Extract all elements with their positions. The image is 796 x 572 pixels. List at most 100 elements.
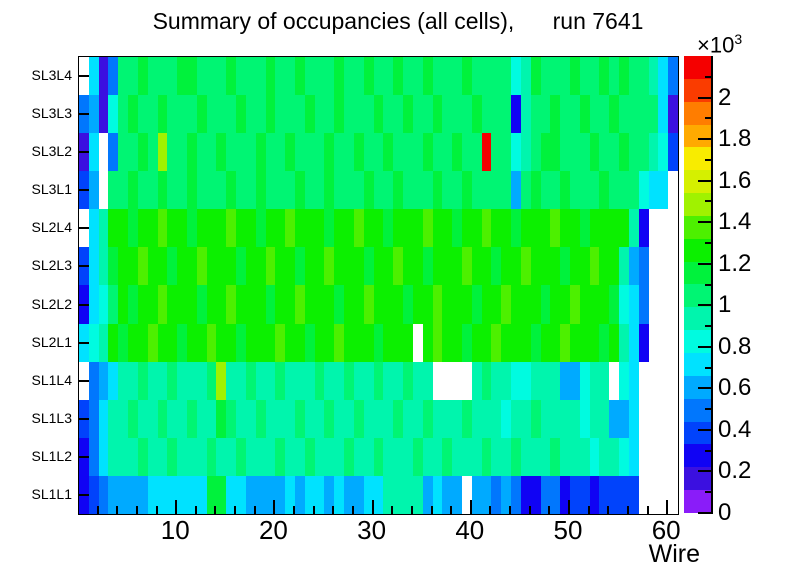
heatmap-cell — [314, 133, 325, 172]
y-tick — [79, 493, 89, 496]
heatmap-cell — [137, 437, 148, 476]
colorbar-minor-tick — [705, 449, 711, 452]
heatmap-cell — [383, 323, 394, 362]
heatmap-cell — [432, 399, 443, 438]
heatmap-cell — [167, 209, 178, 248]
y-tick-label: SL1L2 — [31, 447, 72, 464]
heatmap-cell — [658, 57, 669, 96]
heatmap-cell — [589, 57, 600, 96]
heatmap-cell — [196, 399, 207, 438]
heatmap-cell — [344, 285, 354, 324]
heatmap-cell — [118, 399, 129, 438]
heatmap-cell — [540, 437, 551, 476]
x-minor-tick — [332, 506, 335, 514]
heatmap-cell — [373, 323, 384, 362]
heatmap-cell — [245, 57, 256, 96]
heatmap-cell — [88, 133, 99, 172]
heatmap-cell — [324, 133, 335, 172]
heatmap-cell — [236, 361, 246, 400]
heatmap-cell — [579, 285, 590, 324]
heatmap-cell — [157, 133, 168, 172]
heatmap-cell — [658, 95, 669, 134]
heatmap-cell — [589, 361, 600, 400]
heatmap-cell — [177, 133, 188, 172]
colorbar-minor-tick — [705, 241, 711, 244]
heatmap-cell — [649, 438, 659, 476]
heatmap-cell — [540, 285, 551, 324]
heatmap-cell — [167, 361, 178, 400]
heatmap-cell — [334, 323, 345, 362]
heatmap-cell — [628, 361, 639, 400]
colorbar-tick-label: 1.6 — [718, 166, 752, 194]
x-minor-tick — [528, 506, 531, 514]
x-minor-tick — [391, 506, 394, 514]
heatmap-cell — [353, 133, 364, 172]
heatmap-cell — [589, 437, 600, 476]
heatmap-cell — [569, 247, 580, 286]
heatmap-cell — [196, 437, 207, 476]
colorbar-band — [684, 307, 711, 331]
heatmap-cell — [265, 133, 276, 172]
colorbar-band — [684, 284, 711, 308]
heatmap-cell — [649, 324, 659, 362]
heatmap-cell — [255, 209, 266, 248]
heatmap-cell — [304, 133, 315, 172]
heatmap-cell — [589, 171, 600, 210]
heatmap-cell — [609, 475, 620, 514]
heatmap-cell — [579, 247, 590, 286]
heatmap-cell — [569, 437, 580, 476]
heatmap-cell — [511, 247, 521, 286]
heatmap-cell — [442, 437, 453, 476]
heatmap-cell — [137, 323, 148, 362]
heatmap-cell — [265, 95, 276, 134]
heatmap-cell — [393, 95, 404, 134]
heatmap-cell — [118, 247, 129, 286]
heatmap-cell — [511, 95, 521, 134]
heatmap-cell — [422, 323, 433, 362]
heatmap-cell — [295, 247, 305, 286]
heatmap-cell — [520, 437, 531, 476]
heatmap-cell — [108, 209, 119, 248]
heatmap-cell — [275, 475, 286, 514]
heatmap-cell — [265, 323, 276, 362]
heatmap-cell — [245, 399, 256, 438]
x-major-tick — [469, 500, 472, 514]
heatmap-cell — [187, 57, 197, 96]
heatmap-cell — [432, 171, 443, 210]
heatmap-cell — [501, 171, 512, 210]
heatmap-cell — [520, 171, 531, 210]
colorbar-major-tick — [698, 470, 711, 473]
heatmap-cell — [314, 437, 325, 476]
heatmap-cell — [147, 171, 158, 210]
heatmap-cell — [569, 57, 580, 96]
heatmap-cell — [147, 285, 158, 324]
heatmap-cell — [422, 95, 433, 134]
heatmap-cell — [314, 361, 325, 400]
heatmap-cell — [314, 399, 325, 438]
heatmap-cell — [295, 361, 305, 400]
heatmap-cell — [520, 361, 531, 400]
heatmap-cell — [649, 476, 659, 514]
heatmap-cell — [157, 171, 168, 210]
heatmap-cell — [157, 361, 168, 400]
heatmap-cell — [511, 285, 521, 324]
heatmap-cell — [344, 133, 354, 172]
heatmap-cell — [137, 475, 148, 514]
heatmap-cell — [334, 247, 345, 286]
x-tick-label: 50 — [553, 515, 583, 545]
heatmap-cell — [560, 209, 570, 248]
heatmap-cell — [599, 437, 610, 476]
heatmap-cell — [196, 475, 207, 514]
heatmap-cell — [314, 285, 325, 324]
heatmap-cell — [550, 57, 561, 96]
heatmap-cell — [128, 285, 138, 324]
scale-exponent: 3 — [734, 31, 743, 47]
heatmap-cell — [147, 57, 158, 96]
heatmap-cell — [353, 361, 364, 400]
heatmap-cell — [226, 475, 237, 514]
heatmap-cell — [245, 285, 256, 324]
heatmap-cell — [668, 400, 678, 438]
heatmap-cell — [255, 361, 266, 400]
heatmap-cell — [128, 209, 138, 248]
heatmap-cell — [373, 475, 384, 514]
